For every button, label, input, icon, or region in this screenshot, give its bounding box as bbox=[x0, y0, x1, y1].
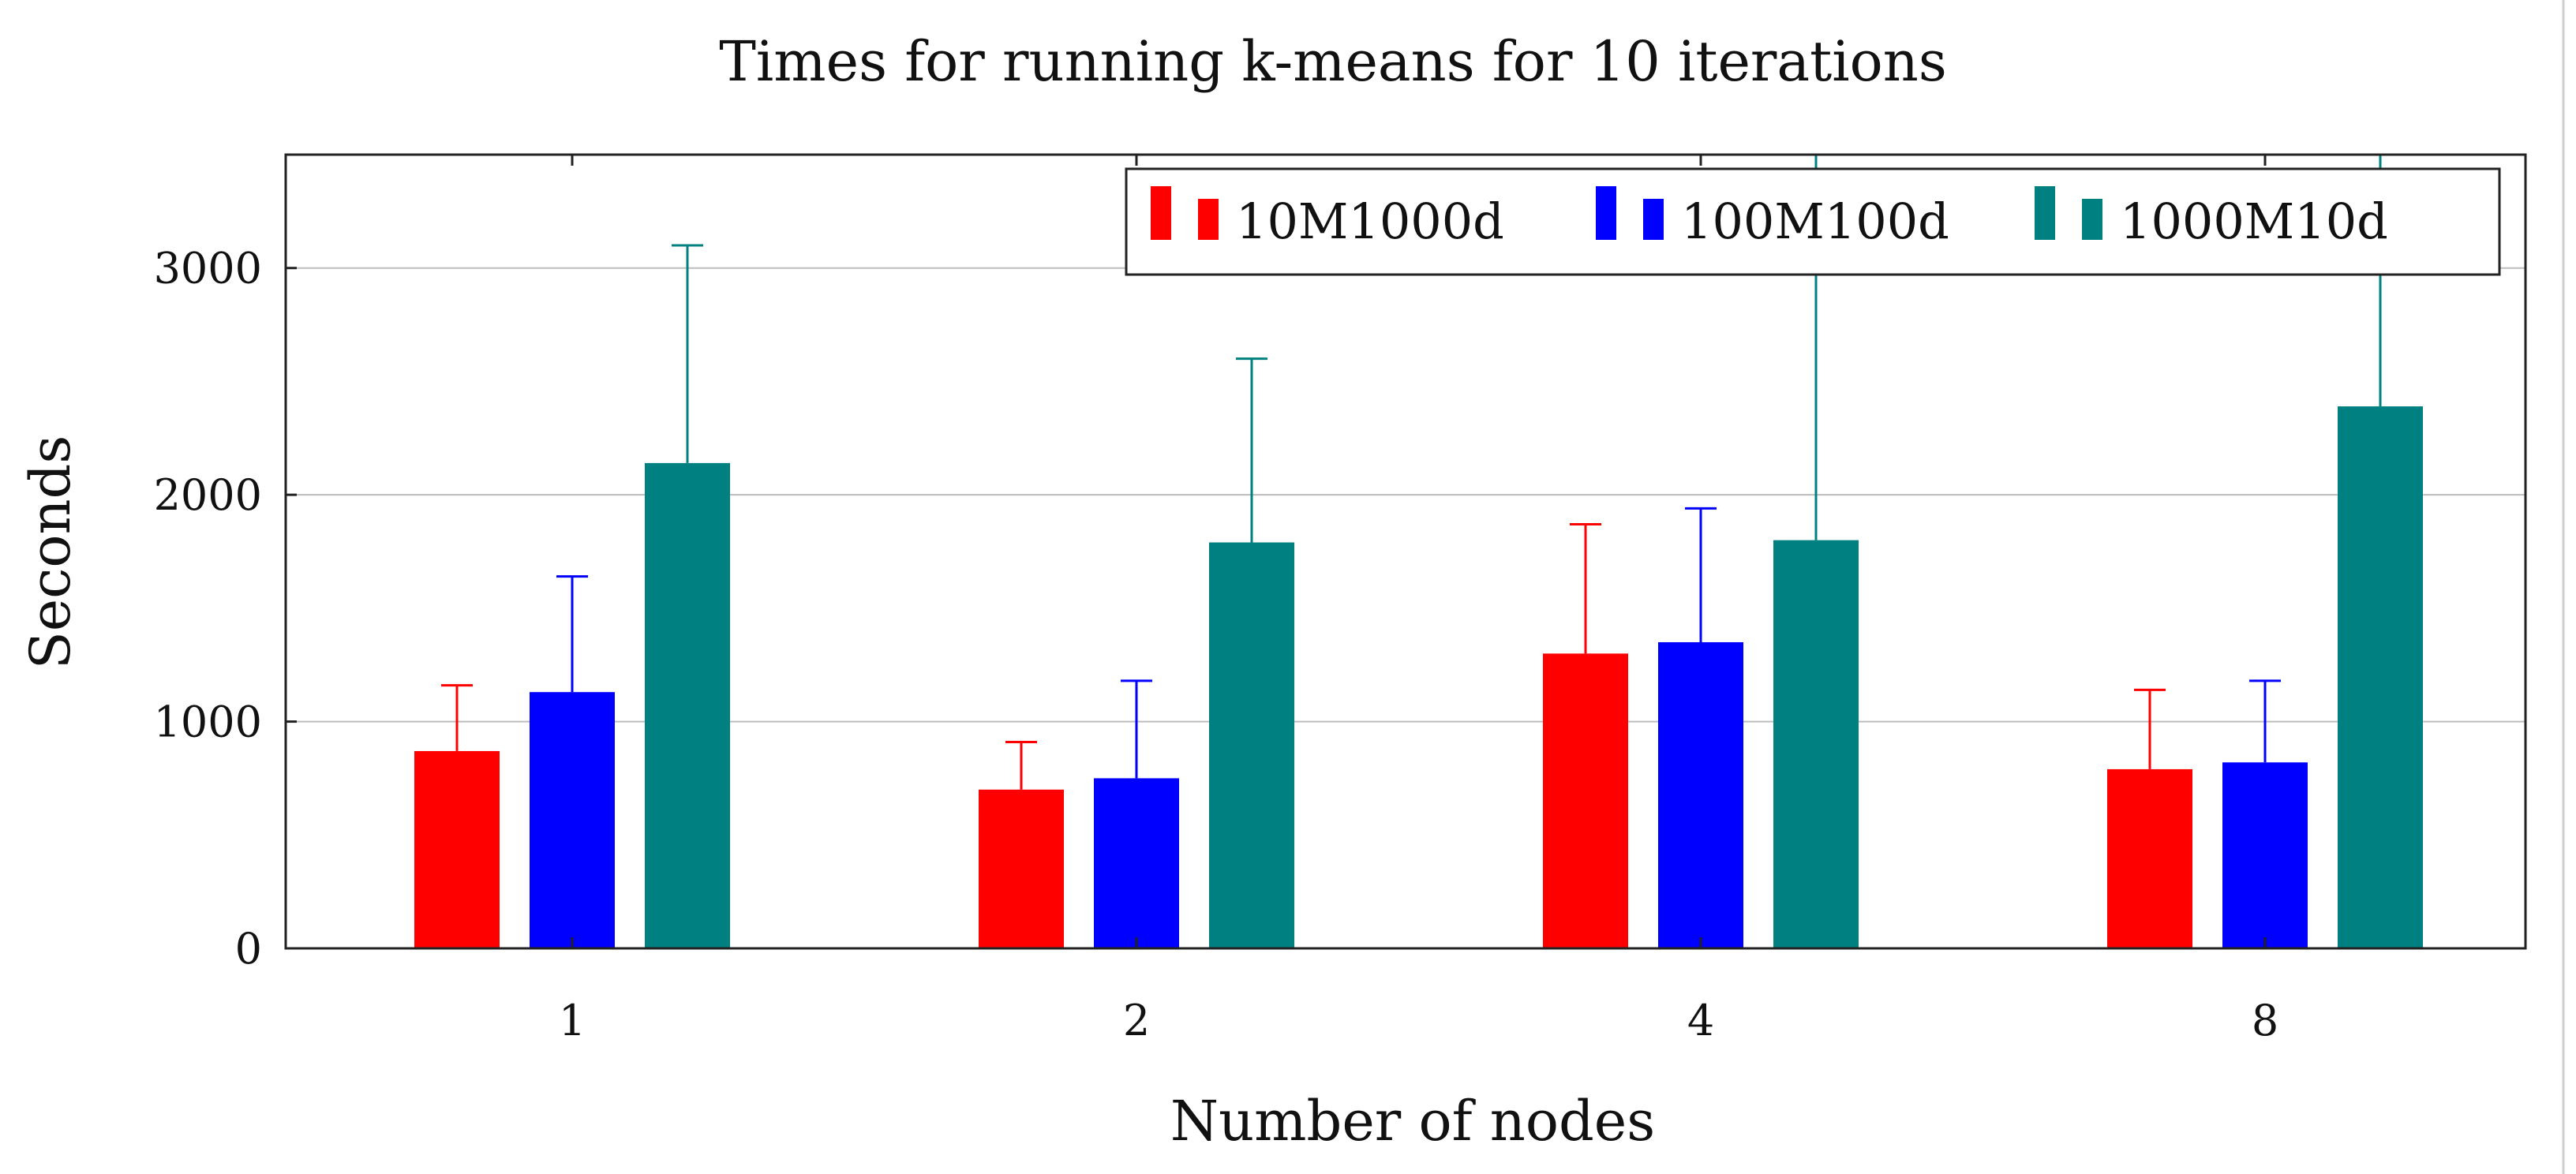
bar-100M100d-4 bbox=[1658, 641, 1743, 948]
y-tick-label: 0 bbox=[235, 924, 262, 974]
bar-10M1000d-8 bbox=[2107, 768, 2192, 948]
bars bbox=[414, 406, 2423, 948]
legend-swatch-10M1000d-b bbox=[1198, 199, 1219, 240]
bar-10M1000d-2 bbox=[979, 789, 1064, 948]
y-axis-ticks: 0 1000 2000 3000 bbox=[154, 244, 297, 974]
bar-10M1000d-1 bbox=[414, 750, 500, 948]
bar-100M100d-1 bbox=[530, 692, 615, 948]
x-tick-label: 4 bbox=[1687, 996, 1714, 1045]
x-axis-label: Number of nodes bbox=[1170, 1089, 1655, 1153]
legend-swatch-100M100d-b bbox=[1643, 199, 1664, 240]
bar-1000M10d-1 bbox=[645, 462, 730, 948]
legend-box bbox=[1125, 167, 2501, 276]
bar-1000M10d-4 bbox=[1773, 540, 1859, 948]
bar-100M100d-8 bbox=[2222, 762, 2308, 948]
x-tick-label: 1 bbox=[559, 996, 586, 1045]
x-tick-label: 8 bbox=[2252, 996, 2278, 1045]
bar-1000M10d-8 bbox=[2338, 406, 2423, 948]
x-axis-ticks: 1 2 4 8 bbox=[559, 155, 2278, 1045]
legend-label-1000M10d: 1000M10d bbox=[2120, 193, 2388, 250]
y-tick-label: 2000 bbox=[154, 470, 262, 520]
legend-label-10M1000d: 10M1000d bbox=[1236, 193, 1504, 250]
x-tick-label: 2 bbox=[1123, 996, 1150, 1045]
bar-10M1000d-4 bbox=[1543, 653, 1628, 948]
legend-swatch-10M1000d-a bbox=[1151, 186, 1171, 240]
legend-swatch-100M100d-a bbox=[1596, 186, 1616, 240]
chart-title: Times for running k-means for 10 iterati… bbox=[719, 29, 1947, 94]
legend-label-100M100d: 100M100d bbox=[1681, 193, 1949, 250]
bar-100M100d-2 bbox=[1094, 778, 1179, 948]
y-axis-label: Seconds bbox=[18, 436, 83, 670]
y-tick-label: 1000 bbox=[154, 697, 262, 747]
plot-frame bbox=[284, 153, 2527, 950]
legend-swatch-1000M10d-b bbox=[2082, 199, 2102, 240]
legend: 10M1000d 100M100d 1000M10d bbox=[1125, 167, 2501, 276]
y-tick-label: 3000 bbox=[154, 244, 262, 294]
bar-1000M10d-2 bbox=[1209, 542, 1294, 948]
legend-swatch-1000M10d-a bbox=[2035, 186, 2055, 240]
